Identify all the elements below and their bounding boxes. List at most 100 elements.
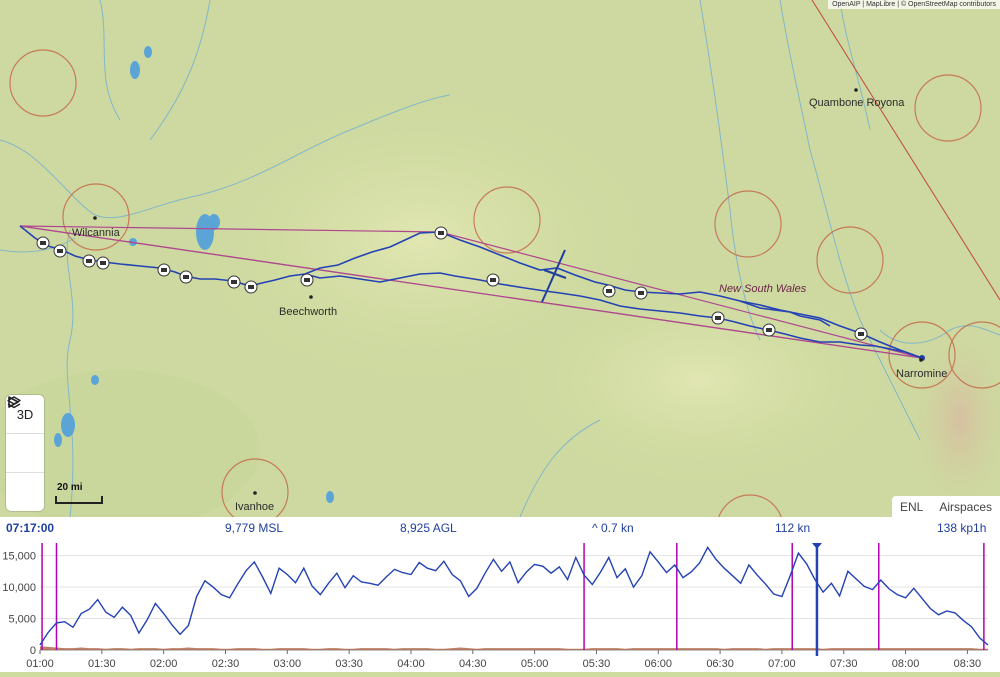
x-tick-label: 06:00	[644, 658, 672, 670]
map-controls: 3D	[6, 395, 44, 511]
photo-marker	[762, 323, 776, 337]
x-tick-label: 03:00	[274, 658, 302, 670]
flight-track[interactable]	[19, 225, 923, 359]
photo-marker	[53, 244, 67, 258]
airspace-circle	[914, 74, 982, 142]
photo-marker	[36, 236, 50, 250]
task-lines	[19, 225, 923, 359]
lake	[91, 375, 99, 385]
airspaces	[9, 49, 1000, 517]
y-tick-label: 0	[30, 645, 36, 657]
y-tick-label: 15,000	[2, 551, 36, 563]
photo-marker	[96, 256, 110, 270]
river	[839, 0, 871, 131]
x-tick-label: 07:00	[768, 658, 796, 670]
place-label-narromine: Narromine	[896, 368, 948, 380]
chart-layer-tabs: ENL Airspaces	[891, 496, 1000, 517]
town-dot	[919, 358, 923, 362]
x-tick-label: 04:00	[397, 658, 425, 670]
airspace-circle	[62, 183, 130, 251]
lakes	[54, 46, 334, 503]
flight-readout-bar: 07:17:00 9,779 MSL 8,925 AGL ^ 0.7 kn 11…	[0, 517, 1000, 539]
place-label-quambone: Quambone Royona	[809, 97, 905, 109]
track-segment	[739, 300, 831, 327]
airspace-circle	[221, 458, 289, 517]
x-tick-label: 05:00	[521, 658, 549, 670]
x-tick-label: 01:30	[88, 658, 116, 670]
x-tick-label: 01:00	[26, 658, 54, 670]
photo-marker	[157, 263, 171, 277]
lake	[144, 46, 152, 58]
readout-vario: ^ 0.7 kn	[592, 521, 634, 535]
photo-marker	[82, 254, 96, 268]
altitude-line	[39, 546, 989, 646]
map-attribution[interactable]: OpenAIP | MapLibre | © OpenStreetMap con…	[828, 0, 1000, 9]
layers-icon	[7, 396, 21, 409]
scale-label: 20 mi	[57, 482, 83, 493]
x-tick-label: 08:00	[892, 658, 920, 670]
airspace-circle	[714, 190, 782, 258]
enl-area	[40, 646, 988, 650]
town-dots	[93, 88, 923, 495]
photo-marker	[179, 270, 193, 284]
photo-marker	[711, 311, 725, 325]
town-dot	[93, 216, 97, 220]
airspace-circle	[888, 321, 956, 389]
airspace-circle	[9, 49, 77, 117]
river	[66, 229, 74, 517]
lake	[61, 413, 75, 437]
x-tick-label: 02:00	[150, 658, 178, 670]
task-leg	[19, 225, 923, 359]
photo-marker	[634, 286, 648, 300]
photo-marker	[244, 280, 258, 294]
river	[0, 94, 451, 219]
time-cursor-handle	[811, 543, 822, 549]
altitude-chart-svg[interactable]: 0 5,000 10,000 15,000 01:00 01:30 02:00 02:30 03…	[0, 539, 1000, 672]
x-tick-label: 07:30	[830, 658, 858, 670]
readout-time: 07:17:00	[6, 521, 55, 535]
x-tick-label: 04:30	[459, 658, 487, 670]
photo-marker	[434, 226, 448, 240]
river	[0, 237, 76, 253]
map-view[interactable]: OpenAIP | MapLibre | © OpenStreetMap con…	[0, 0, 1000, 517]
place-label-ivanhoe: Ivanhoe	[235, 501, 275, 513]
photo-marker	[227, 275, 241, 289]
place-label-beechworth: Beechworth	[279, 306, 338, 318]
terrain-shade	[900, 310, 1000, 517]
y-tick-label: 5,000	[8, 614, 36, 626]
toggle-3d-button[interactable]: 3D	[6, 395, 44, 434]
readout-agl: 8,925 AGL	[400, 521, 457, 535]
tab-airspaces[interactable]: Airspaces	[939, 500, 992, 514]
glider-icon[interactable]	[541, 249, 567, 303]
state-border	[811, 0, 1000, 301]
river	[519, 419, 601, 517]
readout-msl: 9,779 MSL	[225, 521, 284, 535]
layers-button[interactable]	[6, 396, 44, 511]
readout-average: 138 kp1h	[937, 521, 987, 535]
town-dot	[854, 88, 858, 92]
x-tick-label: 02:30	[212, 658, 240, 670]
toggle-3d-label: 3D	[16, 406, 34, 422]
altitude-chart[interactable]: 0 5,000 10,000 15,000 01:00 01:30 02:00 02:30 03…	[0, 539, 1000, 672]
map-canvas[interactable]	[0, 0, 1000, 517]
airspace-circle	[718, 494, 782, 517]
airspace-circle	[816, 226, 884, 294]
river	[99, 0, 121, 121]
lake	[130, 61, 140, 79]
place-label-wilcannia: Wilcannia	[72, 227, 120, 239]
photo-marker	[602, 284, 616, 298]
tab-enl[interactable]: ENL	[899, 500, 924, 514]
photo-markers[interactable]	[36, 226, 868, 341]
river	[149, 0, 211, 141]
lake	[208, 214, 220, 230]
river	[879, 325, 1000, 344]
town-dot	[253, 491, 257, 495]
terrain-shade	[500, 270, 900, 490]
photo-marker	[854, 327, 868, 341]
river	[779, 0, 921, 441]
town-dot	[309, 295, 313, 299]
readout-speed: 112 kn	[775, 521, 811, 535]
x-tick-label: 05:30	[583, 658, 611, 670]
play-button[interactable]	[6, 396, 44, 473]
terrain-shade	[0, 370, 260, 517]
